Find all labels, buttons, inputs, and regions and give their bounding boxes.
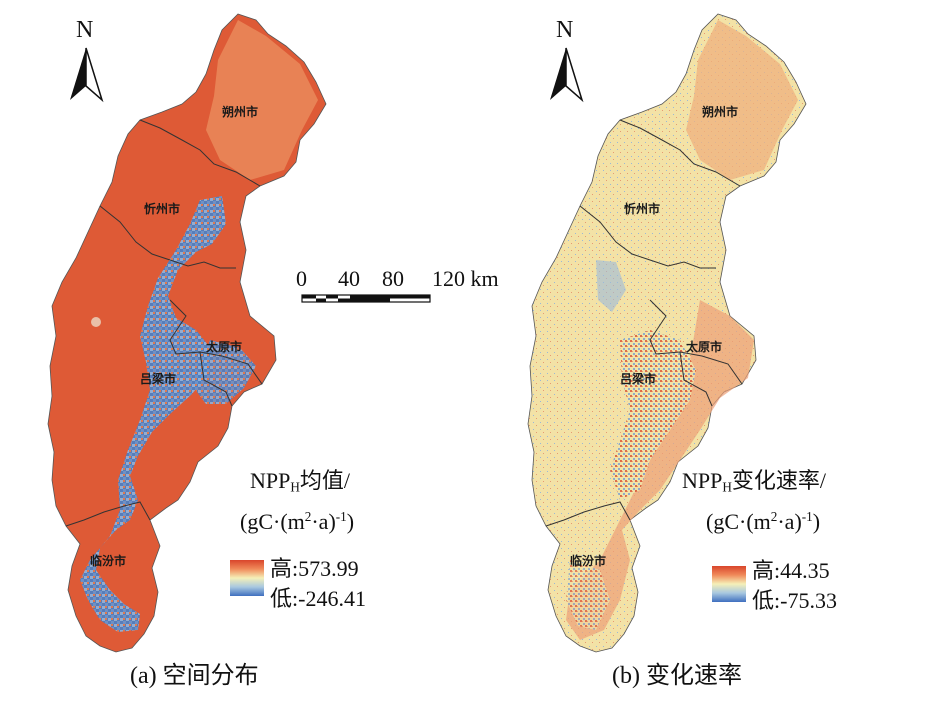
caption-b: (b) 变化速率 (612, 663, 742, 689)
legend-b-low: 低:-75.33 (752, 588, 837, 613)
legend-a-title-main: NPP (250, 468, 291, 493)
city-label-taiyuan-a: 太原市 (206, 340, 243, 354)
legend-b-title-sub: H (722, 479, 732, 495)
panel-b-blue-patch (596, 260, 626, 312)
city-label-linfen-b: 临汾市 (570, 554, 607, 568)
north-label-b: N (556, 17, 574, 43)
panel-a-spot (91, 317, 101, 327)
panel-b-north-area (686, 20, 798, 180)
legend-a-low: 低:-246.41 (270, 586, 366, 611)
legend-b-unit: (gC·(m2·a)-1) (706, 510, 820, 533)
panel-b-mixed-zone (610, 330, 696, 500)
city-label-linfen-a: 临汾市 (90, 554, 127, 568)
panel-b-east-area (566, 300, 754, 640)
legend-b-title: NPPH变化速率/ (682, 470, 826, 494)
panel-a-north-area (206, 20, 318, 180)
scale-bar (301, 294, 431, 303)
city-label-xinzhou-b: 忻州市 (624, 202, 661, 216)
legend-b-title-main: NPP (682, 468, 723, 493)
panel-a-low-zone-2 (194, 340, 256, 404)
city-label-xinzhou-a: 忻州市 (144, 202, 181, 216)
legend-b-high: 高:44.35 (752, 558, 830, 583)
legend-b-unit-sup2: -1 (801, 509, 813, 524)
panel-b-boundaries (545, 119, 743, 527)
north-arrow-a (70, 47, 104, 103)
city-label-shuozhou-b: 朔州市 (702, 105, 739, 119)
scale-tick-120: 120 km (432, 266, 499, 291)
legend-a-colorbar (230, 560, 264, 596)
panel-a-boundaries (65, 119, 263, 527)
north-label-a: N (76, 17, 94, 43)
legend-b-unit-sup1: 2 (770, 509, 778, 524)
city-label-lvliang-a: 吕梁市 (140, 372, 177, 386)
legend-a-title-sub: H (290, 479, 300, 495)
legend-b-title-rest: 变化速率/ (731, 468, 827, 493)
legend-b-unit-close: ) (812, 508, 821, 534)
legend-a-high: 高:573.99 (270, 556, 359, 581)
scale-tick-0: 0 (296, 266, 307, 291)
city-label-lvliang-b: 吕梁市 (620, 372, 657, 386)
legend-a-unit-open: (gC·(m (240, 508, 305, 534)
legend-a-unit-close: ) (346, 508, 355, 534)
panel-a-low-zone (80, 196, 226, 632)
legend-b-colorbar (712, 566, 746, 602)
scale-tick-40: 40 (338, 266, 360, 291)
city-label-shuozhou-a: 朔州市 (222, 105, 259, 119)
panel-b-south-patch (566, 560, 610, 630)
legend-b-unit-mid: ·a) (777, 508, 802, 534)
legend-a-unit-sup1: 2 (304, 509, 312, 524)
north-arrow-b (550, 47, 584, 103)
city-label-taiyuan-b: 太原市 (686, 340, 723, 354)
scale-tick-80: 80 (382, 266, 404, 291)
legend-a-unit: (gC·(m2·a)-1) (240, 510, 354, 533)
legend-a-title: NPPH均值/ (250, 470, 350, 494)
caption-a: (a) 空间分布 (130, 663, 259, 689)
panel-b-map (527, 13, 807, 653)
legend-a-title-rest: 均值/ (299, 468, 351, 493)
legend-b-unit-open: (gC·(m (706, 508, 771, 534)
legend-a-unit-mid: ·a) (311, 508, 336, 534)
legend-a-unit-sup2: -1 (335, 509, 347, 524)
panel-a-map (47, 13, 327, 653)
